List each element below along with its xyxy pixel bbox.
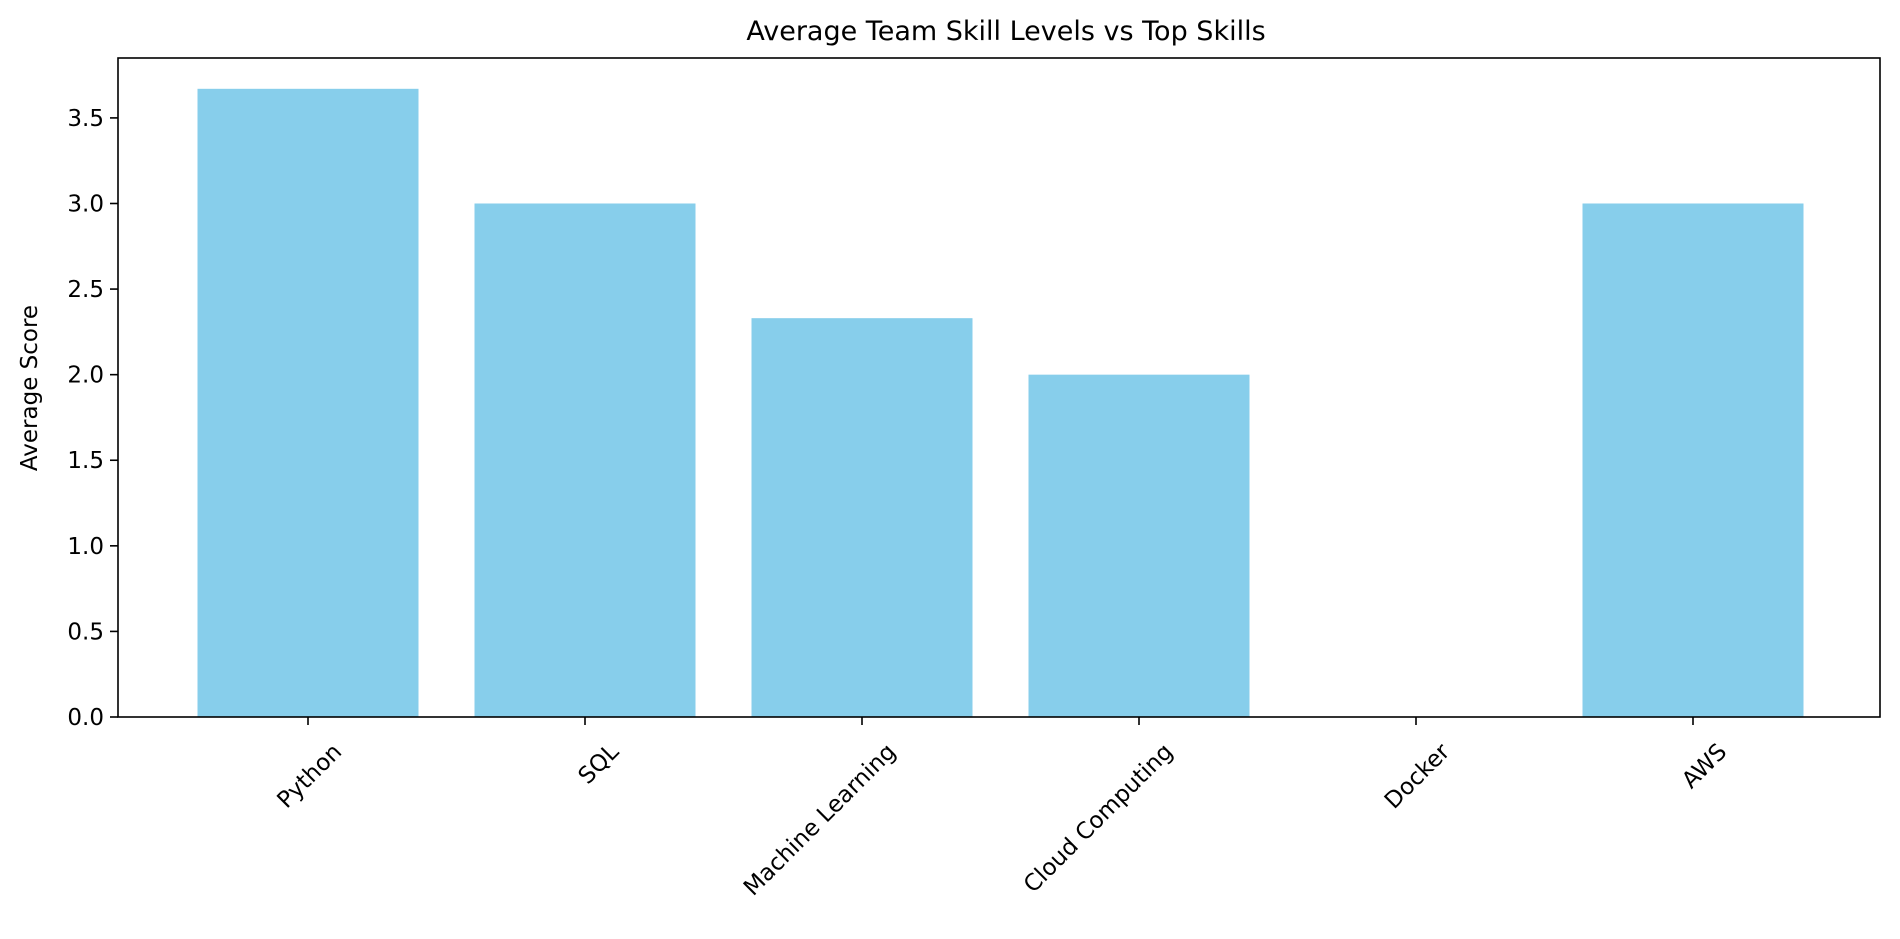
plot-area-frame — [117, 57, 1881, 718]
x-tick-label: Docker — [1380, 738, 1456, 814]
y-tick-label: 0.5 — [67, 619, 104, 645]
bar-sql — [474, 203, 696, 717]
bar-python — [197, 88, 419, 718]
y-tick-label: 3.0 — [67, 191, 104, 217]
x-tick-label: Python — [272, 739, 347, 814]
y-tick-label: 2.0 — [67, 363, 104, 389]
x-tick-label: AWS — [1677, 739, 1732, 794]
x-tick-label: Machine Learning — [739, 739, 901, 901]
bar-machine-learning — [751, 318, 973, 717]
y-axis-label: Average Score — [17, 305, 43, 471]
x-tick-label: Cloud Computing — [1019, 739, 1178, 898]
bar-aws — [1582, 203, 1804, 717]
y-tick-label: 1.5 — [67, 448, 104, 474]
y-tick-label: 3.5 — [67, 106, 104, 132]
bar-cloud-computing — [1028, 374, 1250, 717]
y-tick-label: 1.0 — [67, 534, 104, 560]
y-tick-label: 2.5 — [67, 277, 104, 303]
y-axis: 0.0 0.5 1.0 1.5 2.0 2.5 3.0 3.5 — [67, 106, 118, 731]
x-tick-label: SQL — [574, 739, 625, 790]
bars-group — [197, 88, 1804, 718]
y-tick-label: 0.0 — [67, 705, 104, 731]
x-axis: Python SQL Machine Learning Cloud Computing… — [272, 717, 1732, 901]
chart-title: Average Team Skill Levels vs Top Skills — [746, 16, 1265, 47]
